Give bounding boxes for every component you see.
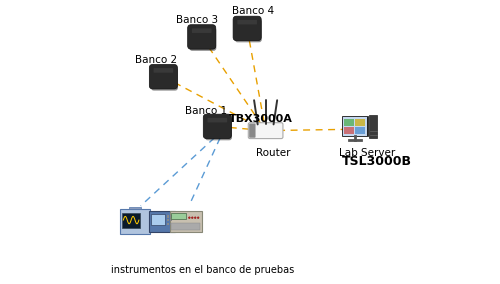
Text: Banco 4: Banco 4 bbox=[232, 6, 274, 16]
Circle shape bbox=[194, 217, 196, 218]
Circle shape bbox=[198, 217, 199, 218]
Circle shape bbox=[192, 217, 193, 218]
Bar bbox=[171, 213, 186, 220]
FancyBboxPatch shape bbox=[205, 117, 232, 140]
Bar bbox=[355, 120, 365, 126]
FancyBboxPatch shape bbox=[235, 19, 262, 42]
Bar bbox=[171, 223, 200, 231]
Bar bbox=[120, 210, 150, 233]
FancyBboxPatch shape bbox=[150, 64, 178, 89]
Bar bbox=[355, 127, 365, 134]
Bar bbox=[149, 211, 174, 232]
Bar bbox=[129, 206, 141, 210]
Circle shape bbox=[188, 217, 190, 218]
Text: Banco 1: Banco 1 bbox=[184, 106, 227, 116]
Bar bbox=[170, 215, 172, 218]
Text: instrumentos en el banco de pruebas: instrumentos en el banco de pruebas bbox=[111, 265, 294, 275]
FancyBboxPatch shape bbox=[238, 20, 257, 24]
Bar bbox=[166, 215, 168, 218]
FancyBboxPatch shape bbox=[208, 118, 227, 122]
Bar bbox=[343, 117, 367, 136]
FancyBboxPatch shape bbox=[192, 28, 212, 33]
FancyBboxPatch shape bbox=[154, 68, 173, 73]
Text: Banco 2: Banco 2 bbox=[135, 55, 177, 65]
Bar bbox=[344, 127, 354, 134]
Bar bbox=[170, 219, 172, 222]
Bar bbox=[342, 116, 368, 137]
Text: Banco 3: Banco 3 bbox=[176, 15, 218, 25]
Text: Router: Router bbox=[256, 148, 290, 158]
FancyBboxPatch shape bbox=[204, 114, 232, 139]
FancyBboxPatch shape bbox=[188, 25, 216, 49]
Bar bbox=[122, 213, 140, 227]
Bar bbox=[151, 214, 166, 225]
Bar bbox=[370, 115, 378, 138]
FancyBboxPatch shape bbox=[151, 67, 178, 91]
Text: Lab Server: Lab Server bbox=[340, 148, 396, 158]
Bar bbox=[344, 120, 354, 126]
FancyBboxPatch shape bbox=[190, 28, 216, 51]
FancyBboxPatch shape bbox=[249, 124, 256, 138]
Text: TBX3000A: TBX3000A bbox=[230, 114, 293, 124]
Bar bbox=[170, 211, 202, 232]
FancyBboxPatch shape bbox=[233, 16, 261, 41]
Bar bbox=[170, 223, 172, 225]
Bar bbox=[166, 219, 168, 222]
FancyBboxPatch shape bbox=[248, 123, 283, 139]
Text: TSL3000B: TSL3000B bbox=[342, 155, 411, 168]
Bar bbox=[166, 223, 168, 225]
